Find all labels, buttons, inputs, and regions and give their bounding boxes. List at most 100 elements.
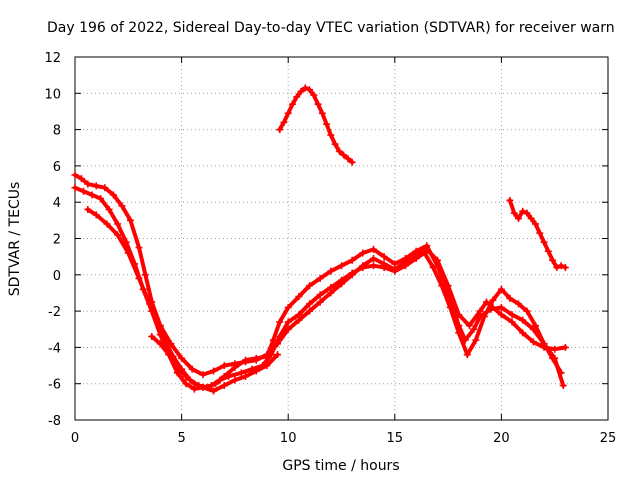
series-track-a [71, 171, 567, 391]
data-point [295, 293, 303, 301]
data-point [77, 175, 85, 183]
data-point [335, 147, 343, 155]
series-track-c [84, 205, 569, 379]
data-point [84, 180, 92, 188]
data-point [553, 264, 561, 272]
data-point [126, 216, 134, 224]
data-point [348, 256, 356, 264]
data-point [401, 258, 409, 266]
data-point [135, 274, 143, 282]
data-point [280, 118, 288, 126]
data-point [148, 333, 156, 341]
data-point [444, 282, 452, 290]
data-point [92, 211, 100, 219]
y-axis-label: SDTVAR / TECUs [7, 182, 23, 297]
y-tick-label: 10 [44, 87, 61, 102]
series-line [73, 173, 566, 390]
data-point [182, 380, 190, 388]
data-point [207, 382, 215, 390]
data-point [84, 205, 92, 213]
y-tick-label: -4 [48, 341, 61, 356]
data-point [263, 362, 271, 370]
data-point [156, 340, 164, 348]
data-point [220, 382, 228, 390]
data-point [306, 307, 314, 315]
data-point [284, 109, 292, 117]
data-point [557, 262, 565, 270]
data-point [220, 362, 228, 370]
data-point [210, 387, 218, 395]
data-point [544, 247, 552, 255]
x-axis-label: GPS time / hours [282, 458, 399, 474]
data-point [463, 351, 471, 359]
data-point [429, 264, 437, 272]
data-point [489, 303, 497, 311]
data-point [519, 207, 527, 215]
plot-frame [74, 56, 609, 421]
data-point [348, 158, 356, 166]
data-point [156, 322, 164, 330]
data-point [482, 298, 490, 306]
data-point [529, 338, 537, 346]
data-point [310, 91, 318, 99]
data-point [182, 372, 190, 380]
data-point [252, 367, 260, 375]
data-series [71, 84, 569, 395]
data-point [438, 282, 446, 290]
data-point [237, 369, 245, 377]
data-point [316, 291, 324, 299]
data-point [231, 376, 239, 384]
data-point [327, 289, 335, 297]
data-point [380, 253, 388, 261]
data-point [188, 365, 196, 373]
data-point [497, 285, 505, 293]
data-point [344, 155, 352, 163]
data-point [156, 331, 164, 339]
data-point [252, 356, 260, 364]
data-point [199, 371, 207, 379]
data-point [190, 380, 198, 388]
data-point [455, 311, 463, 319]
data-point [210, 367, 218, 375]
data-point [101, 184, 109, 192]
data-point [173, 363, 181, 371]
x-tick-label: 10 [280, 431, 297, 446]
data-point [105, 205, 113, 213]
data-point [465, 322, 473, 330]
y-tick-label: -6 [48, 378, 61, 393]
data-point [263, 351, 271, 359]
data-point [276, 318, 284, 326]
data-point [470, 325, 478, 333]
data-point [327, 267, 335, 275]
data-point [523, 209, 531, 217]
data-point [508, 318, 516, 326]
data-point [284, 325, 292, 333]
data-point [519, 329, 527, 337]
data-point [348, 271, 356, 279]
data-point [536, 229, 544, 237]
series-line [507, 198, 568, 270]
series-track-e [276, 84, 356, 166]
data-point [88, 191, 96, 199]
data-point [318, 109, 326, 117]
y-tick-label: -8 [48, 414, 61, 429]
data-point [295, 316, 303, 324]
data-point [331, 140, 339, 148]
data-point [489, 296, 497, 304]
data-point [359, 262, 367, 270]
data-point [216, 376, 224, 384]
data-point [340, 151, 348, 159]
data-point [514, 300, 522, 308]
data-point [455, 329, 463, 337]
series-track-d [148, 333, 282, 395]
data-point [323, 120, 331, 128]
y-tick-label: 4 [53, 196, 61, 211]
data-point [549, 256, 557, 264]
data-point [124, 249, 132, 257]
data-point [412, 251, 420, 259]
data-point [80, 187, 88, 195]
data-point [276, 126, 284, 134]
data-point [540, 238, 548, 246]
data-point [274, 351, 282, 359]
data-point [338, 262, 345, 270]
